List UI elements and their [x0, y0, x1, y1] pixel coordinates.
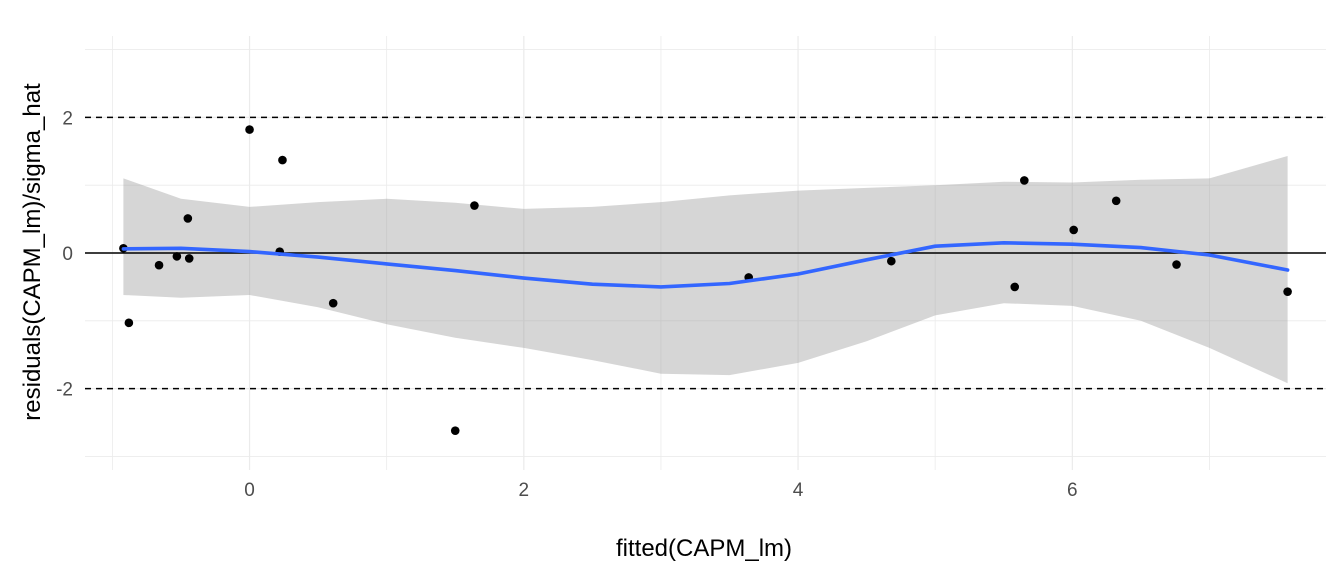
data-points — [119, 125, 1292, 435]
x-axis-title: fitted(CAPM_lm) — [616, 535, 792, 562]
confidence-band — [123, 156, 1288, 384]
data-point — [1283, 287, 1292, 296]
data-point — [245, 125, 254, 134]
data-point — [470, 201, 479, 210]
x-tick-label: 6 — [1067, 480, 1078, 501]
reference-lines — [85, 116, 1326, 390]
y-tick-labels: -2 0 2 — [56, 108, 73, 400]
data-point — [887, 256, 896, 266]
data-point — [278, 155, 287, 165]
smooth-line — [121, 241, 1290, 289]
data-point — [183, 214, 193, 223]
x-tick-label: 2 — [519, 480, 530, 501]
data-point — [1010, 282, 1020, 292]
data-point — [1172, 260, 1181, 269]
y-tick-label: -2 — [56, 380, 73, 401]
data-point — [172, 252, 182, 261]
data-point — [124, 318, 134, 328]
data-point — [1111, 196, 1121, 206]
data-point — [328, 298, 338, 308]
y-tick-label: 0 — [62, 244, 73, 265]
y-tick-label: 2 — [62, 108, 73, 129]
x-tick-label: 4 — [793, 480, 804, 501]
x-tick-label: 0 — [244, 480, 255, 501]
data-point — [1069, 225, 1078, 235]
data-point — [154, 260, 164, 270]
smooth-line-layer — [121, 241, 1290, 289]
x-tick-labels: 0 2 4 6 — [244, 480, 1077, 501]
data-point — [1020, 176, 1029, 185]
confidence-band-layer — [123, 156, 1288, 384]
data-point — [184, 254, 194, 263]
y-axis-title: residuals(CAPM_lm)/sigma_hat — [19, 83, 46, 421]
data-point — [450, 426, 460, 435]
